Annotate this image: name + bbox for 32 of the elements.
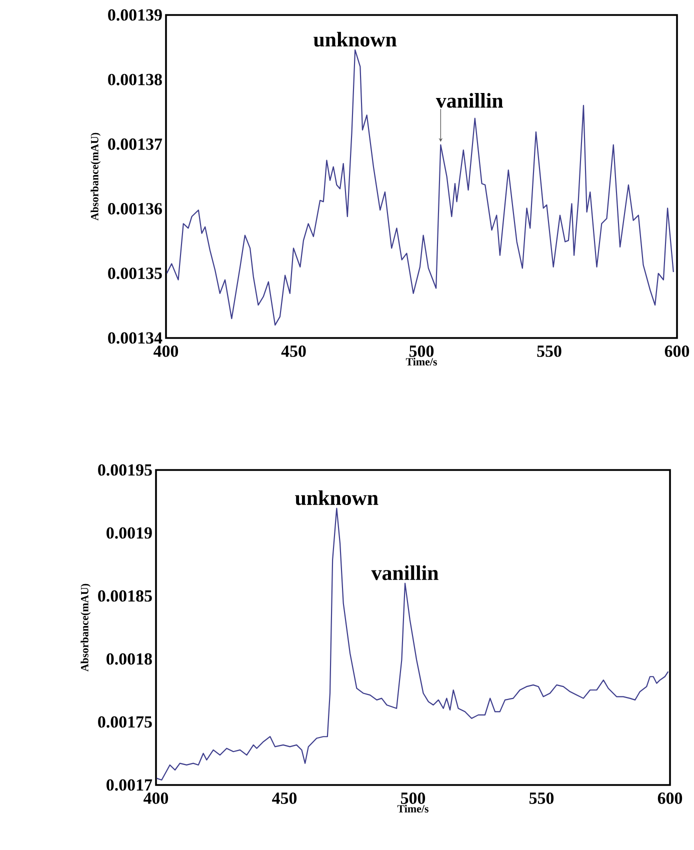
x-tick-label: 400	[154, 345, 178, 357]
y-tick-label: 0.00135	[108, 268, 162, 280]
line-series	[156, 508, 669, 781]
annotation: unknown	[295, 490, 378, 506]
y-tick-label: 0.00138	[108, 74, 162, 86]
x-tick-label: 500	[409, 345, 434, 357]
x-tick-label: 450	[272, 792, 297, 804]
y-tick-label: 0.00134	[108, 332, 162, 344]
x-tick-label: 450	[281, 345, 306, 357]
line-series	[166, 49, 674, 326]
y-tick-label: 0.00136	[108, 203, 162, 215]
y-tick-label: 0.0019	[106, 527, 152, 539]
x-tick-label: 550	[537, 345, 562, 357]
y-tick-label: 0.00175	[98, 716, 152, 728]
x-axis-title: Time/s	[406, 358, 437, 366]
x-tick-label: 600	[658, 792, 682, 804]
y-tick-label: 0.00139	[108, 9, 162, 21]
y-tick-label: 0.00185	[98, 590, 152, 602]
y-tick-label: 0.00137	[108, 138, 162, 150]
y-tick-label: 0.0017	[106, 779, 152, 791]
y-tick-label: 0.0018	[106, 653, 152, 665]
annotation: vanillin	[371, 565, 438, 580]
annotation: unknown	[314, 32, 397, 47]
y-axis-title: Absorbance(mAU)	[90, 132, 101, 221]
y-tick-label: 0.00195	[98, 464, 152, 476]
x-tick-label: 550	[529, 792, 554, 804]
x-tick-label: 500	[400, 792, 426, 804]
x-axis-title: Time/s	[397, 804, 428, 813]
y-axis-title: Absorbance(mAU)	[80, 584, 91, 672]
annotation: vanillin	[436, 93, 504, 108]
x-tick-label: 600	[664, 345, 690, 357]
x-tick-label: 400	[144, 792, 168, 804]
